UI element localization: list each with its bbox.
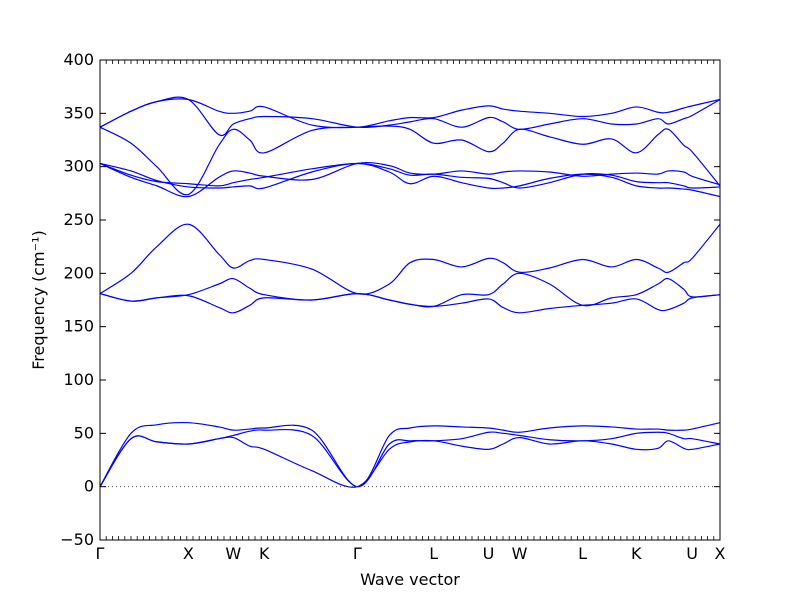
y-tick-label: 200	[63, 263, 94, 282]
x-tick-label: L	[578, 544, 587, 563]
y-tick-label: 400	[63, 50, 94, 69]
x-tick-label: K	[631, 544, 642, 563]
band-line-6	[99, 223, 721, 295]
y-tick-label: 250	[63, 210, 94, 229]
band-line-4	[99, 292, 721, 314]
x-tick-label: K	[259, 544, 270, 563]
band-line-8	[99, 162, 721, 189]
band-line-10	[99, 98, 721, 129]
x-tick-label: X	[183, 544, 194, 563]
x-tick-label: U	[483, 544, 495, 563]
y-tick-label: 100	[63, 370, 94, 389]
y-tick-label: −50	[60, 530, 94, 549]
x-tick-label: W	[512, 544, 528, 563]
x-tick-label: Γ	[353, 544, 362, 563]
x-tick-label: X	[715, 544, 726, 563]
x-tick-label: U	[686, 544, 698, 563]
y-tick-label: 0	[84, 477, 94, 496]
y-tick-label: 150	[63, 317, 94, 336]
band-line-3	[99, 421, 721, 488]
y-axis-ticks: −50 0 50 100 150 200 250 300 350 400	[60, 50, 720, 549]
band-line-5	[99, 272, 721, 308]
band-line-2	[99, 428, 721, 488]
band-line-11	[99, 96, 721, 137]
y-tick-label: 300	[63, 157, 94, 176]
x-tick-label: W	[225, 544, 241, 563]
series-layer	[99, 96, 721, 488]
y-tick-label: 350	[63, 103, 94, 122]
y-tick-label: 50	[74, 423, 94, 442]
x-tick-label: Γ	[96, 544, 105, 563]
band-line-12	[99, 125, 721, 196]
band-line-9	[99, 162, 721, 198]
x-axis-label: Wave vector	[360, 570, 460, 589]
band-line-7	[99, 162, 721, 198]
y-axis-label: Frequency (cm⁻¹)	[29, 230, 48, 369]
x-tick-label: L	[429, 544, 438, 563]
